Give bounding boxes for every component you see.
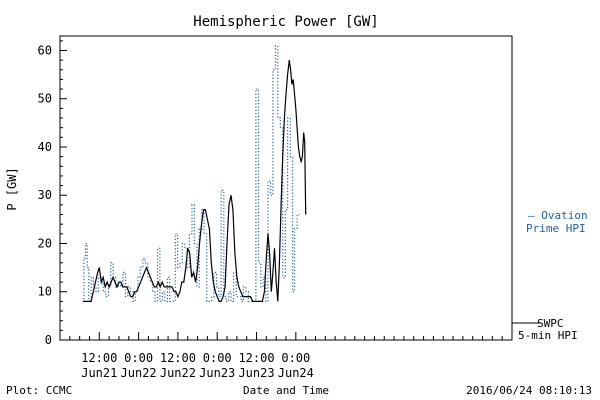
x-tick-label-time: 12:00 — [160, 351, 196, 365]
x-axis-label: Date and Time — [243, 384, 329, 397]
x-tick-label-date: Jun23 — [199, 366, 235, 380]
x-axis: 12:00Jun210:00Jun2212:00Jun220:00Jun2312… — [59, 332, 513, 380]
x-tick-label-time: 12:00 — [238, 351, 274, 365]
swpc-legend-line1: SWPC — [537, 317, 564, 330]
series-ovation-prime-line — [82, 45, 300, 302]
series-swpc-line — [82, 60, 307, 302]
x-tick-label-time: 0:00 — [203, 351, 232, 365]
x-tick-label-date: Jun24 — [278, 366, 314, 380]
plot-frame — [59, 35, 513, 341]
plot-timestamp: 2016/06/24 08:10:13 — [466, 384, 592, 397]
y-tick-label: 40 — [38, 140, 52, 154]
series-layer — [82, 45, 307, 302]
plot-credit: Plot: CCMC — [6, 384, 72, 397]
y-axis: 0 10 20 30 40 50 60 — [38, 40, 67, 347]
y-tick-label: 0 — [45, 333, 52, 347]
y-tick-label: 30 — [38, 188, 52, 202]
x-tick-label-date: Jun22 — [160, 366, 196, 380]
ovation-legend-line1: – Ovation — [528, 209, 588, 222]
y-tick-label: 50 — [38, 92, 52, 106]
y-tick-label: 60 — [38, 43, 52, 57]
x-tick-label-time: 0:00 — [281, 351, 310, 365]
y-axis-label: P [GW] — [5, 167, 19, 210]
x-tick-label-date: Jun22 — [121, 366, 157, 380]
y-tick-label: 20 — [38, 236, 52, 250]
x-tick-label-time: 12:00 — [81, 351, 117, 365]
y-tick-label: 10 — [38, 285, 52, 299]
chart-title: Hemispheric Power [GW] — [193, 14, 378, 30]
ovation-legend-line2: Prime HPI — [526, 222, 586, 235]
swpc-legend-line2: 5-min HPI — [518, 329, 578, 342]
x-tick-label-time: 0:00 — [124, 351, 153, 365]
x-tick-label-date: Jun21 — [81, 366, 117, 380]
x-tick-label-date: Jun23 — [238, 366, 274, 380]
